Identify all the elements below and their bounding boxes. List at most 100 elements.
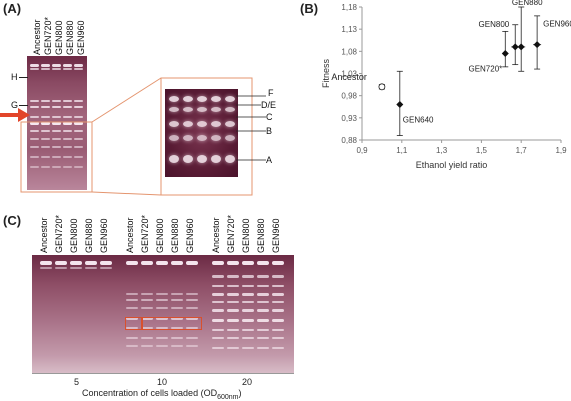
gel-band — [272, 301, 284, 303]
zoom-band — [169, 96, 179, 102]
gel-band — [85, 267, 97, 269]
gel-band — [41, 138, 50, 140]
gel-band — [156, 307, 168, 309]
zoom-label-f: F — [268, 88, 274, 98]
zoom-band — [211, 155, 221, 163]
marker-tick-h — [19, 77, 28, 78]
panel-c-gel — [32, 255, 294, 373]
gel-band — [40, 261, 52, 265]
gel-band — [227, 261, 239, 265]
gel-band — [74, 166, 83, 168]
data-point-ancestor: Ancestor — [331, 72, 386, 91]
gel-band — [257, 329, 269, 331]
gel-band — [141, 317, 153, 320]
gel-band — [257, 285, 269, 287]
marker-label-g: G — [11, 100, 19, 110]
gel-band — [272, 261, 284, 265]
lane-label-c-1-3: GEN880 — [170, 218, 180, 253]
gel-band — [186, 293, 198, 295]
point-label: GEN720* — [468, 65, 502, 74]
gel-band — [257, 337, 269, 339]
point-marker — [501, 50, 509, 58]
gel-band — [171, 327, 183, 329]
gel-band — [52, 64, 61, 67]
gel-band — [100, 267, 112, 269]
x-tick-label: 1,1 — [396, 146, 408, 155]
gel-band — [41, 100, 50, 102]
red-arrow-icon — [0, 108, 30, 122]
group-axis-line — [32, 373, 294, 374]
zoom-band — [197, 107, 207, 112]
gel-band — [242, 347, 254, 349]
gel-band — [52, 138, 61, 140]
y-tick-label: 1,13 — [341, 25, 357, 34]
gel-band — [74, 64, 83, 67]
gel-band — [85, 261, 97, 265]
gel-band — [63, 122, 72, 125]
zoom-band — [225, 155, 235, 163]
gel-band — [257, 319, 269, 322]
gel-band — [212, 319, 224, 322]
gel-band — [171, 337, 183, 339]
gel-band — [41, 146, 50, 148]
gel-band — [186, 299, 198, 301]
gel-band — [257, 347, 269, 349]
gel-band — [242, 261, 254, 265]
gel-band — [55, 261, 67, 265]
lane-label-c-0-3: GEN880 — [84, 218, 94, 253]
gel-band — [63, 166, 72, 168]
y-tick-label: 0,93 — [341, 114, 357, 123]
gel-band — [227, 285, 239, 287]
point-marker — [511, 43, 519, 51]
gel-band — [74, 100, 83, 102]
gel-band — [30, 100, 39, 102]
zoom-band — [197, 121, 207, 127]
lane-label-c-1-2: GEN800 — [155, 218, 165, 253]
gel-band — [30, 64, 39, 67]
zoom-band — [211, 96, 221, 102]
zoom-band — [169, 135, 179, 141]
data-point-gen960: GEN960 — [533, 15, 571, 70]
gel-band — [227, 309, 239, 312]
gel-band — [30, 166, 39, 168]
zoom-band — [225, 135, 235, 141]
gel-band — [52, 116, 61, 118]
gel-band — [171, 261, 183, 265]
lane-label-c-1-4: GEN960 — [185, 218, 195, 253]
lane-label-c-2-2: GEN800 — [241, 218, 251, 253]
gel-band — [70, 267, 82, 269]
gel-band — [141, 299, 153, 301]
gel-band — [126, 327, 138, 329]
gel-band — [242, 275, 254, 278]
gel-band — [272, 329, 284, 331]
gel-band — [41, 166, 50, 168]
zoom-marker-lines — [236, 95, 266, 161]
gel-band — [63, 156, 72, 158]
zoom-label-de: D/E — [261, 100, 277, 110]
fitness-scatter-chart: 0,9 1,1 1,3 1,5 1,7 1,9 0,88 0,93 0,98 1,03 1,08 1,… — [321, 0, 571, 170]
gel-band — [30, 122, 39, 125]
gel-band — [212, 293, 224, 296]
gel-band — [212, 309, 224, 312]
gel-band — [227, 293, 239, 296]
gel-band — [272, 309, 284, 312]
xaxis-title-text: Concentration of cells loaded (OD — [82, 388, 218, 398]
lane-label-c-2-0: Ancestor — [211, 217, 221, 253]
gel-band — [30, 138, 39, 140]
gel-band — [41, 106, 50, 108]
gel-band — [52, 146, 61, 148]
point-marker-open — [378, 83, 386, 91]
gel-band — [52, 100, 61, 102]
gel-band — [242, 329, 254, 331]
marker-tick-g — [19, 105, 28, 106]
gel-band — [242, 293, 254, 296]
gel-band — [41, 68, 50, 70]
gel-band — [227, 347, 239, 349]
zoom-band — [183, 107, 193, 112]
gel-band — [30, 106, 39, 108]
gel-band — [272, 293, 284, 296]
gel-band — [63, 116, 72, 118]
lane-label-c-1-1: GEN720* — [140, 214, 150, 253]
gel-band — [227, 337, 239, 339]
gel-band — [257, 275, 269, 278]
